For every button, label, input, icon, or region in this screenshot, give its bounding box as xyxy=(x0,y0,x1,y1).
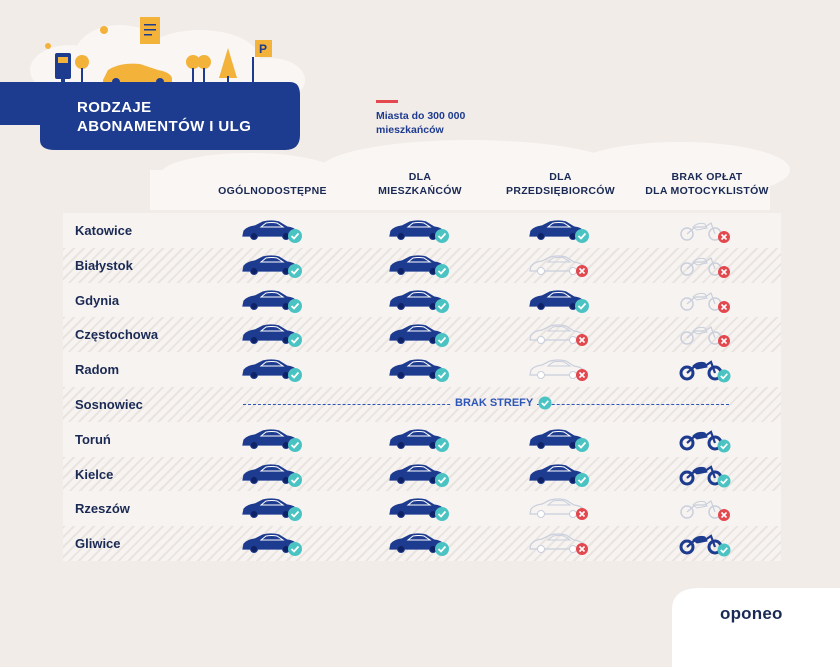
check-badge-icon xyxy=(538,396,552,410)
car-icon xyxy=(388,288,452,314)
parking-sign-icon: P xyxy=(252,40,272,85)
car-icon xyxy=(528,253,592,279)
column-header-line: DLA xyxy=(549,171,572,183)
no-zone-label: BRAK STREFY xyxy=(445,396,558,410)
column-header-motorcyclists: BRAK OPŁAT DLA MOTOCYKLISTÓW xyxy=(633,170,781,198)
motorcycle-icon xyxy=(678,531,742,557)
car-icon xyxy=(388,531,452,557)
table-row: Rzeszów xyxy=(63,491,781,527)
car-icon xyxy=(388,462,452,488)
document-icon xyxy=(140,17,160,44)
table-row: Częstochowa xyxy=(63,317,781,353)
city-name: Sosnowiec xyxy=(75,396,143,412)
car-icon xyxy=(528,496,592,522)
car-icon xyxy=(528,218,592,244)
car-icon xyxy=(528,288,592,314)
table-row: Katowice xyxy=(63,213,781,248)
car-icon xyxy=(241,531,305,557)
car-icon xyxy=(241,322,305,348)
car-icon xyxy=(241,496,305,522)
car-icon xyxy=(241,462,305,488)
car-icon xyxy=(388,322,452,348)
title-banner xyxy=(0,82,300,150)
car-icon xyxy=(528,531,592,557)
column-header-line: BRAK OPŁAT xyxy=(671,171,743,183)
city-name: Rzeszów xyxy=(75,501,130,517)
car-icon xyxy=(241,357,305,383)
page-title-line1: RODZAJE xyxy=(77,99,152,116)
legend-text: Miasta do 300 000 mieszkańców xyxy=(376,110,466,136)
car-icon xyxy=(241,218,305,244)
city-name: Katowice xyxy=(75,223,133,238)
car-icon xyxy=(528,427,592,453)
table-row: Radom xyxy=(63,352,781,387)
legend-marker xyxy=(376,100,398,103)
motorcycle-icon xyxy=(678,462,742,488)
sun-icon xyxy=(100,26,108,34)
oponeo-logo: oponeo xyxy=(720,604,783,623)
table-row: Gdynia xyxy=(63,282,781,318)
car-icon xyxy=(388,253,452,279)
city-name: Kielce xyxy=(75,466,114,482)
motorcycle-icon xyxy=(678,218,742,244)
column-header-public: OGÓLNODOSTĘPNE xyxy=(205,184,340,198)
column-header-line: MIESZKAŃCÓW xyxy=(378,185,462,197)
table-row: Toruń xyxy=(63,421,781,457)
city-name: Toruń xyxy=(75,431,111,447)
motorcycle-icon xyxy=(678,288,742,314)
motorcycle-icon xyxy=(678,357,742,383)
table-row: Sosnowiec BRAK STREFY xyxy=(63,386,781,422)
car-icon xyxy=(528,322,592,348)
car-icon xyxy=(528,462,592,488)
column-header-line: PRZEDSIĘBIORCÓW xyxy=(506,185,615,197)
car-icon xyxy=(528,357,592,383)
car-icon xyxy=(388,496,452,522)
city-name: Radom xyxy=(75,362,120,378)
car-icon xyxy=(388,218,452,244)
car-icon xyxy=(241,288,305,314)
table-row: Kielce xyxy=(63,456,781,492)
city-name: Gdynia xyxy=(75,292,120,308)
page-title: RODZAJE ABONAMENTÓW I ULG xyxy=(77,98,251,136)
car-icon xyxy=(388,357,452,383)
svg-text:P: P xyxy=(259,42,267,56)
column-header-entrepreneurs: DLA PRZEDSIĘBIORCÓW xyxy=(488,170,633,198)
city-name: Białystok xyxy=(75,257,133,273)
tree-icon xyxy=(75,48,237,84)
motorcycle-icon xyxy=(678,322,742,348)
logo-panel xyxy=(672,588,840,667)
no-zone-text: BRAK STREFY xyxy=(451,396,538,409)
column-header-line: DLA MOTOCYKLISTÓW xyxy=(645,185,769,197)
legend: Miasta do 300 000 mieszkańców xyxy=(376,100,486,137)
table-row: Białystok xyxy=(63,247,781,283)
table-row: Gliwice xyxy=(63,526,781,561)
city-name: Gliwice xyxy=(75,536,121,552)
column-header-residents: DLA MIESZKAŃCÓW xyxy=(355,170,485,198)
motorcycle-icon xyxy=(678,427,742,453)
column-header-line: DLA xyxy=(408,171,432,183)
page-title-line2: ABONAMENTÓW I ULG xyxy=(77,118,252,135)
car-icon xyxy=(388,427,452,453)
car-icon xyxy=(241,253,305,279)
motorcycle-icon xyxy=(678,496,742,522)
car-icon xyxy=(241,427,305,453)
motorcycle-icon xyxy=(678,253,742,279)
column-header-line: OGÓLNODOSTĘPNE xyxy=(218,185,327,197)
city-name: Częstochowa xyxy=(75,327,159,343)
cities-table: Katowice Białystok xyxy=(63,213,781,561)
